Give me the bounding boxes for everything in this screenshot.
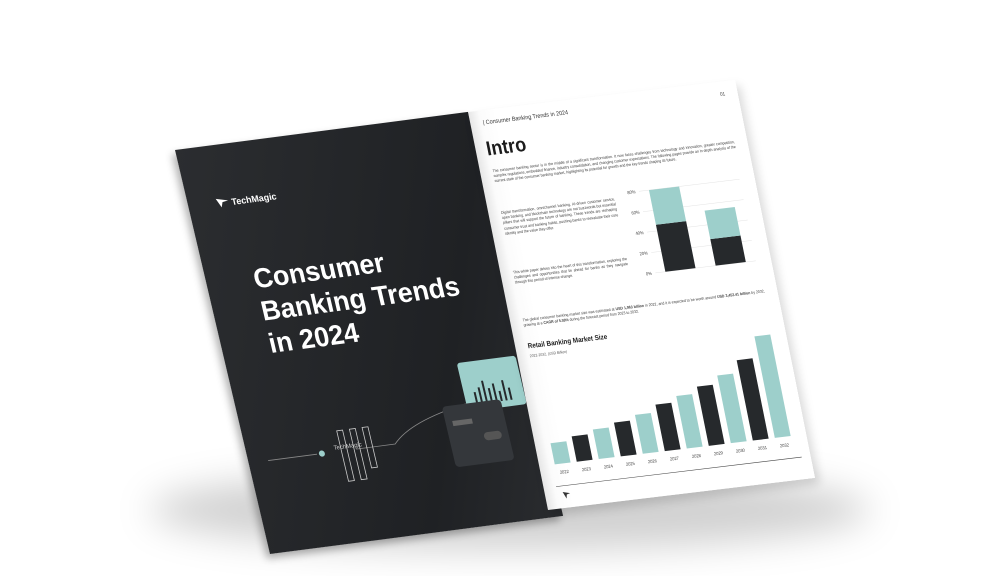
market-chart: 2022 2023 2024 2025 2026 2027 2028 2029 2030 2031… [550, 334, 791, 475]
bar-segment [648, 186, 687, 225]
x-tick-label: 2028 [691, 453, 701, 459]
cover-art [268, 355, 535, 482]
bar [655, 402, 681, 452]
cover-page: TechMagic Consumer Banking Trends in 202… [175, 111, 564, 555]
bar-segment [655, 221, 696, 272]
x-tick-label: 2030 [735, 447, 745, 453]
x-tick-label: 2027 [669, 455, 679, 461]
bar [592, 427, 615, 460]
chart-title: Retail Banking Market Size [527, 333, 608, 351]
y-tick-label: 60% [631, 209, 640, 215]
paragraph: Digital transformation, omnichannel bank… [500, 196, 619, 236]
y-tick-label: 40% [635, 230, 644, 236]
bar-segment [710, 235, 746, 266]
logo-icon [215, 198, 229, 208]
x-tick-label: 2024 [603, 463, 613, 469]
page-number: 01 [719, 91, 726, 98]
bold-text: USD 3,452.41 billion [716, 290, 751, 300]
brand: TechMagic [230, 191, 278, 208]
heading: Intro [484, 133, 529, 161]
x-tick-label: 2026 [647, 458, 657, 464]
bar [736, 358, 769, 441]
bar [550, 441, 571, 465]
x-tick-label: 2032 [779, 442, 789, 448]
x-tick-label: 2029 [713, 450, 723, 456]
x-tick-label: 2022 [559, 469, 569, 475]
y-tick-label: 20% [639, 250, 648, 256]
bar [696, 384, 725, 446]
content-page: | Consumer Banking Trends in 2024 01 Int… [468, 79, 815, 511]
page-header: | Consumer Banking Trends in 2024 [482, 110, 569, 127]
market-text: The global consumer banking market size … [522, 288, 766, 327]
bar [613, 420, 637, 457]
bar [634, 412, 659, 454]
x-tick-label: 2025 [625, 461, 635, 467]
paragraph: This white paper delves into the heart o… [512, 256, 629, 286]
y-tick-label: 0% [645, 271, 652, 277]
bar [754, 334, 791, 438]
text-run: in 2022, and it is expected to be worth … [643, 294, 718, 308]
page-footer [556, 456, 802, 499]
small-chart: 0% 20% 40% 60% 80% [627, 179, 756, 277]
x-tick-label: 2031 [757, 445, 767, 451]
bar-segment [704, 206, 741, 240]
bar [717, 373, 747, 444]
y-tick-label: 80% [627, 189, 636, 195]
bar [676, 394, 703, 449]
x-tick-label: 2023 [581, 466, 591, 472]
bar [571, 434, 593, 462]
